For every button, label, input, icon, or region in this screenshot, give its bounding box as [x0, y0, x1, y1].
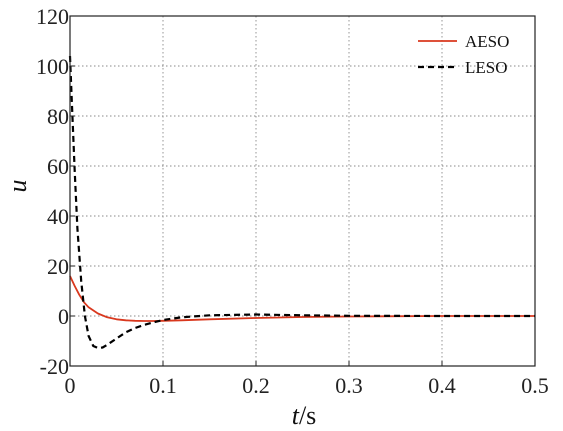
legend-label-leso: LESO [465, 58, 508, 77]
y-tick-label: 20 [47, 254, 69, 279]
x-tick-label: 0.2 [242, 373, 270, 398]
y-axis-title: u [3, 180, 32, 193]
series-line-leso [68, 55, 535, 350]
plot-frame [69, 15, 536, 367]
series-line-aeso [69, 275, 535, 322]
y-ticks: -20 0 20 40 60 80 100 120 [36, 4, 75, 379]
y-tick-label: 120 [36, 4, 69, 29]
y-tick-label: 100 [36, 54, 69, 79]
y-tick-label: -20 [40, 354, 69, 379]
x-tick-label: 0.3 [335, 373, 363, 398]
x-tick-label: 0.1 [149, 373, 177, 398]
x-tick-label: 0 [65, 373, 76, 398]
legend-label-aeso: AESO [465, 32, 509, 51]
y-tick-label: 0 [58, 304, 69, 329]
y-tick-label: 80 [47, 104, 69, 129]
x-axis-variable: t [292, 401, 300, 430]
legend: AESO LESO [418, 32, 509, 77]
x-tick-label: 0.5 [521, 373, 549, 398]
plot-series [68, 55, 535, 350]
y-tick-label: 40 [47, 204, 69, 229]
x-axis-unit: /s [299, 401, 316, 430]
x-tick-label: 0.4 [428, 373, 456, 398]
x-axis-title: t/s [292, 401, 317, 430]
y-tick-label: 60 [47, 154, 69, 179]
x-ticks: 0 0.1 0.2 0.3 0.4 0.5 [65, 361, 549, 398]
grid-lines [70, 16, 535, 366]
